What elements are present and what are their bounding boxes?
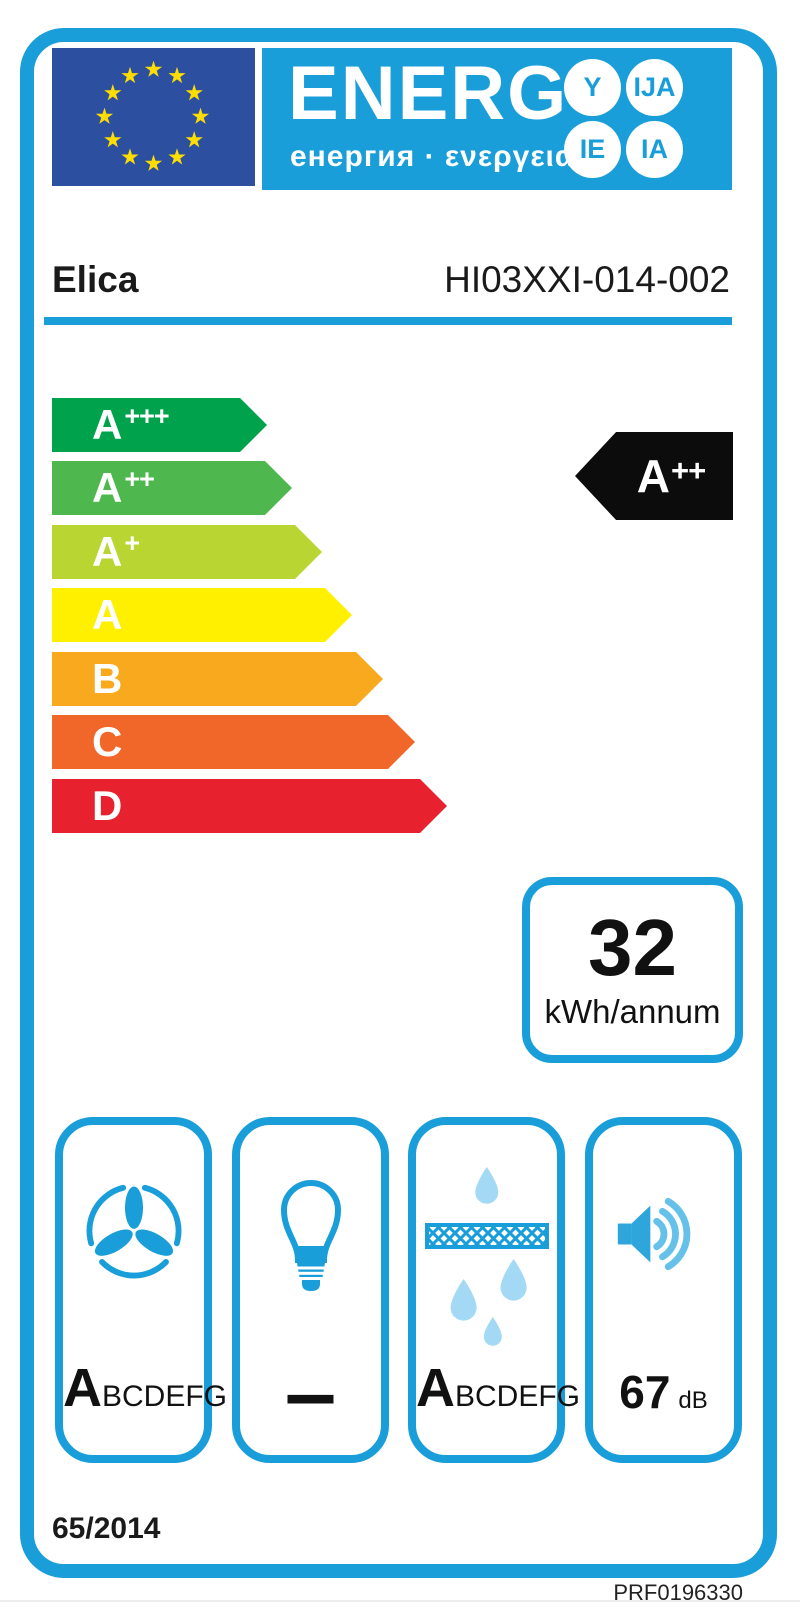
- rating-plus: ++: [671, 453, 706, 488]
- star-icon: [168, 148, 186, 165]
- star-icon: [144, 60, 163, 77]
- grease-filter-grade: A: [416, 1358, 455, 1418]
- grease-filter-grade-scale: BCDEFG: [455, 1380, 581, 1413]
- annual-consumption-box: 32 kWh/annum: [522, 877, 743, 1063]
- energ-badge-ija: IJA: [626, 59, 683, 116]
- label-border: [20, 28, 777, 1578]
- scale-arrow-a-plus-plus: A ++: [52, 461, 292, 515]
- energ-badge-y: Y: [564, 59, 621, 116]
- scale-letter: C: [92, 718, 123, 765]
- eu-flag-icon: [52, 48, 255, 186]
- fan-grade: A: [63, 1358, 102, 1418]
- scale-plus: +++: [124, 400, 169, 431]
- energ-logo-panel: ENERG енергия · ενεργεια Y IJA IE IA: [262, 48, 732, 190]
- scale-letter: A: [92, 591, 123, 638]
- star-icon: [191, 107, 210, 124]
- star-icon: [144, 154, 163, 171]
- scale-arrow-c: C: [52, 715, 415, 769]
- regulation-number: 65/2014: [52, 1512, 161, 1545]
- grease-filter-grade-label: ABCDEFG: [416, 1357, 580, 1419]
- scale-letter: D: [92, 782, 123, 829]
- scale-arrow-a-plus-plus-plus: A +++: [52, 398, 267, 452]
- header-divider: [44, 317, 732, 325]
- scale-plus: ++: [124, 463, 154, 494]
- grease-filter-box: ABCDEFG: [408, 1117, 580, 1463]
- star-icon: [121, 66, 139, 84]
- star-icon: [95, 107, 114, 124]
- lighting-box: —: [232, 1117, 389, 1463]
- star-icon: [168, 66, 186, 84]
- lighting-grade-label: —: [240, 1343, 381, 1442]
- scale-arrow-a-plus: A +: [52, 525, 322, 579]
- noise-unit: dB: [678, 1387, 708, 1414]
- noise-box: 67 dB: [585, 1117, 742, 1463]
- fan-icon: [81, 1178, 187, 1289]
- grease-filter-icon: [422, 1167, 552, 1362]
- rating-arrow: A ++: [575, 432, 733, 520]
- noise-value: 67: [619, 1366, 671, 1418]
- energ-title: ENERG: [288, 51, 569, 136]
- scale-arrow-b: B: [52, 652, 383, 706]
- speaker-icon: [611, 1197, 716, 1276]
- scale-arrow-a: A: [52, 588, 352, 642]
- consumption-unit: kWh/annum: [544, 993, 721, 1030]
- rating-letter: A: [636, 450, 670, 502]
- noise-level-label: 67 dB: [593, 1365, 734, 1419]
- star-icon: [104, 84, 122, 101]
- page-bottom-rule: [0, 1600, 800, 1602]
- star-icon: [121, 148, 139, 165]
- scale-plus: +: [124, 527, 140, 558]
- star-icon: [185, 84, 203, 101]
- star-icon: [104, 131, 122, 148]
- scale-arrow-d: D: [52, 779, 447, 833]
- fan-grade-scale: BCDEFG: [102, 1380, 228, 1413]
- energ-subtitle: енергия · ενεργεια: [290, 140, 575, 173]
- fan-grade-label: ABCDEFG: [63, 1357, 227, 1419]
- dash-icon: —: [287, 1342, 334, 1442]
- star-icon: [185, 131, 203, 148]
- consumption-value: 32: [588, 903, 677, 992]
- scale-letter: A: [92, 528, 123, 575]
- brand-name: Elica: [52, 259, 139, 300]
- scale-letter: A: [92, 401, 123, 448]
- model-number: HI03XXI-014-002: [444, 259, 730, 300]
- energ-badge-ie: IE: [564, 121, 621, 178]
- energ-badge-ia: IA: [626, 121, 683, 178]
- fan-efficiency-box: ABCDEFG: [55, 1117, 227, 1463]
- print-reference-code: PRF0196330: [613, 1580, 743, 1605]
- bulb-icon: [265, 1170, 357, 1305]
- scale-letter: A: [92, 464, 123, 511]
- scale-letter: B: [92, 655, 123, 702]
